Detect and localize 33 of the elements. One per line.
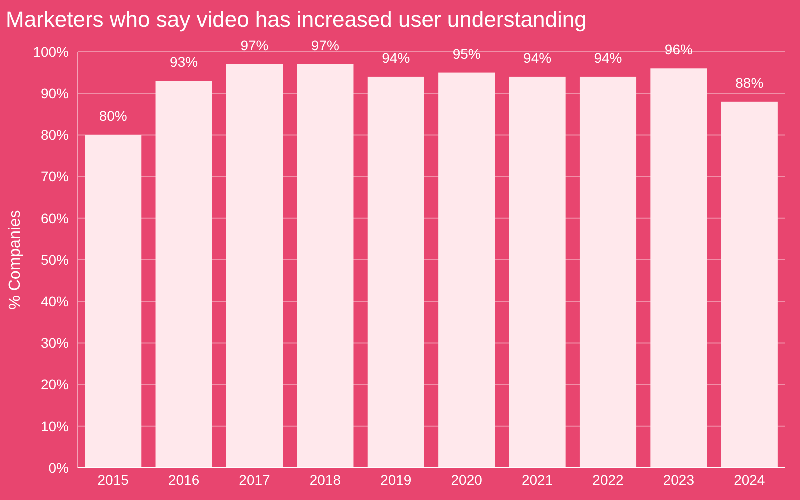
y-tick-label: 0% xyxy=(48,460,69,476)
data-label: 93% xyxy=(170,54,198,70)
y-tick-label: 30% xyxy=(40,335,69,352)
x-tick-label: 2018 xyxy=(310,472,342,488)
x-tick-label: 2016 xyxy=(168,472,200,488)
y-axis-title: % Companies xyxy=(7,210,24,310)
x-tick-label: 2022 xyxy=(592,472,624,488)
y-tick-label: 40% xyxy=(40,294,69,310)
x-tick-label: 2015 xyxy=(98,472,130,488)
x-tick-label: 2021 xyxy=(522,472,554,488)
chart-title: Marketers who say video has increased user understanding xyxy=(6,7,587,32)
data-label: 97% xyxy=(311,37,340,54)
y-tick-label: 20% xyxy=(40,376,69,393)
y-tick-label: 80% xyxy=(40,127,69,144)
data-label: 94% xyxy=(524,50,552,66)
data-label: 95% xyxy=(452,46,481,62)
y-tick-label: 70% xyxy=(40,168,69,185)
y-tick-label: 90% xyxy=(40,86,69,102)
data-label: 96% xyxy=(664,42,693,58)
x-tick-label: 2019 xyxy=(380,472,412,488)
y-tick-label: 50% xyxy=(40,252,69,268)
data-label: 94% xyxy=(594,50,622,66)
y-tick-label: 10% xyxy=(40,418,69,434)
y-tick-label: 100% xyxy=(33,44,69,60)
data-label: 88% xyxy=(736,74,764,91)
data-label: 94% xyxy=(382,50,410,66)
x-tick-label: 2024 xyxy=(734,472,766,488)
data-label: 97% xyxy=(240,37,269,54)
x-tick-label: 2023 xyxy=(663,472,695,488)
x-tick-label: 2020 xyxy=(451,472,483,488)
x-tick-label: 2017 xyxy=(239,472,271,488)
data-label: 80% xyxy=(99,108,128,124)
y-tick-label: 60% xyxy=(40,210,69,226)
